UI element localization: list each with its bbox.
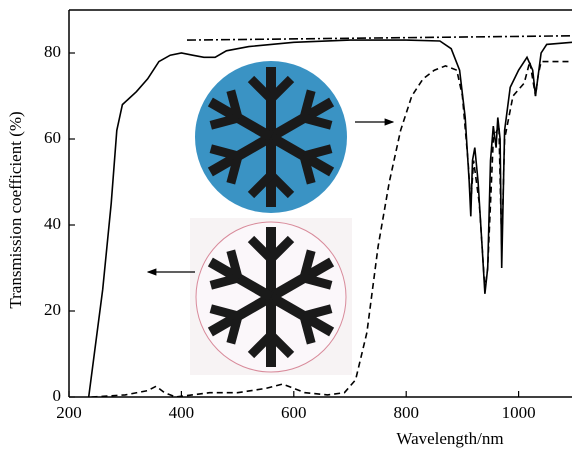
x-tick-label: 600	[281, 403, 307, 422]
x-tick-label: 1000	[502, 403, 536, 422]
line-series	[186, 35, 572, 41]
blue-sample	[195, 61, 347, 213]
x-tick-label: 800	[393, 403, 419, 422]
white-sample	[190, 218, 352, 375]
y-tick-label: 40	[44, 214, 61, 233]
x-tick-label: 400	[169, 403, 195, 422]
x-tick-label: 200	[56, 403, 82, 422]
line-series	[87, 39, 572, 397]
x-axis-label: Wavelength/nm	[396, 429, 503, 448]
y-tick-label: 80	[44, 42, 61, 61]
y-tick-label: 0	[53, 386, 62, 405]
frame	[68, 9, 572, 398]
y-tick-label: 60	[44, 128, 61, 147]
y-tick-label: 20	[44, 300, 61, 319]
plot-area	[87, 35, 572, 397]
line-series	[91, 60, 572, 397]
y-axis-label: Transmission coefficient (%)	[6, 111, 25, 308]
